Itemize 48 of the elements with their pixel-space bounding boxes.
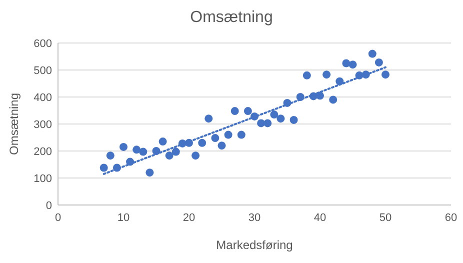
- point: [224, 130, 232, 139]
- x-axis-title: Markedsføring: [216, 238, 293, 252]
- point: [290, 116, 298, 124]
- y-tick-label: 100: [34, 173, 52, 185]
- point: [348, 60, 357, 69]
- point: [237, 130, 246, 139]
- point: [192, 152, 200, 160]
- point: [172, 148, 180, 156]
- point: [165, 152, 174, 160]
- point: [264, 119, 272, 128]
- x-tick-label: 50: [379, 212, 392, 224]
- point: [257, 119, 266, 128]
- point: [374, 58, 383, 66]
- point: [204, 114, 213, 123]
- x-tick-label: 30: [248, 212, 261, 224]
- point: [120, 142, 128, 151]
- point: [270, 110, 278, 119]
- x-tick-label: 40: [314, 212, 326, 224]
- point: [302, 71, 311, 80]
- point: [382, 70, 390, 79]
- point: [329, 96, 338, 104]
- x-tick-label: 60: [444, 212, 458, 224]
- y-axis-title: Omsætning: [7, 92, 21, 156]
- point: [198, 138, 206, 147]
- point: [342, 59, 350, 68]
- point: [218, 142, 226, 150]
- y-tick-label: 500: [34, 65, 52, 77]
- point: [322, 70, 331, 79]
- x-tick-label: 10: [117, 212, 130, 224]
- point: [230, 107, 239, 116]
- y-tick-label: 0: [46, 200, 52, 212]
- point: [211, 134, 220, 142]
- y-tick-label: 400: [34, 92, 52, 104]
- chart-title: Omsætning: [190, 9, 273, 26]
- y-tick-label: 200: [34, 146, 52, 158]
- point: [244, 107, 252, 116]
- point: [106, 152, 114, 160]
- x-tick-label: 20: [182, 212, 196, 224]
- y-tick-label: 300: [34, 119, 52, 131]
- point: [146, 168, 154, 177]
- point: [100, 164, 108, 172]
- point: [276, 114, 285, 123]
- point: [132, 146, 141, 154]
- x-tick-label: 0: [54, 212, 62, 224]
- point: [368, 50, 376, 58]
- y-tick-label: 600: [34, 38, 52, 50]
- point: [158, 138, 167, 146]
- point: [139, 148, 148, 156]
